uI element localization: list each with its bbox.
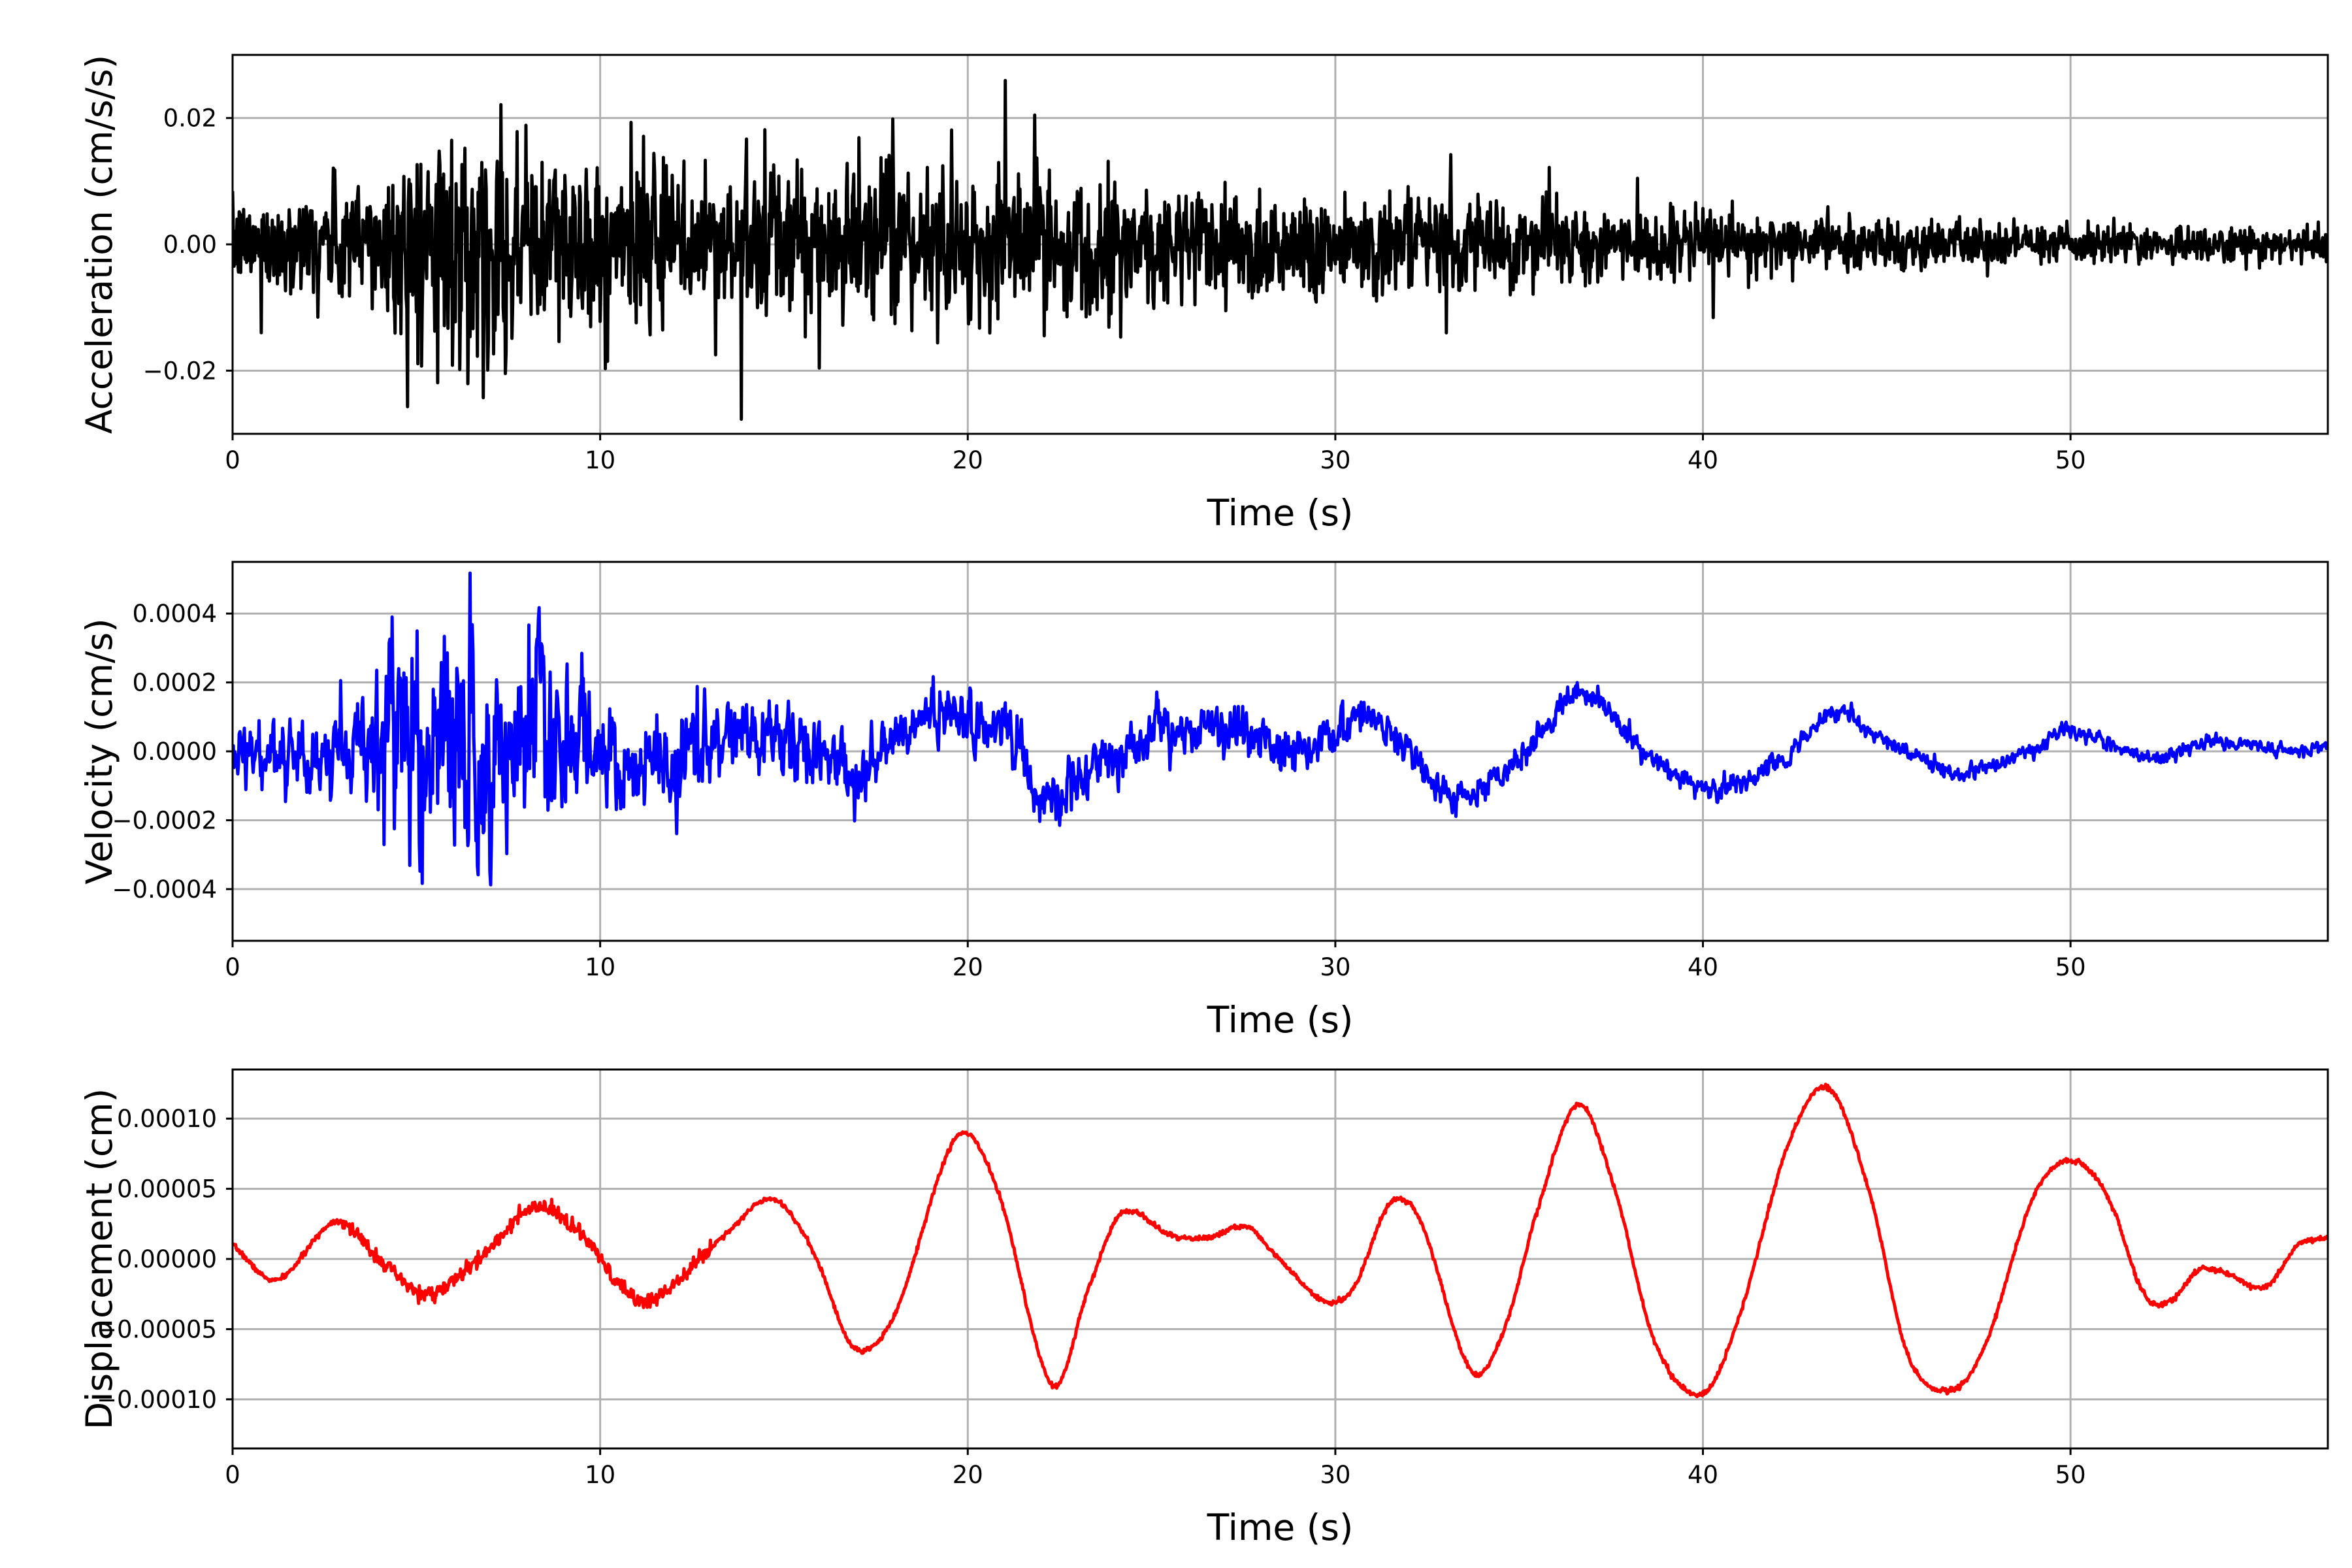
velocity-xtick-label-3: 30 (1320, 953, 1350, 981)
acceleration-xlabel: Time (s) (1207, 492, 1354, 534)
velocity-xtick-label-0: 0 (225, 953, 240, 981)
displacement-xtick-label-5: 50 (2055, 1461, 2086, 1489)
displacement-panel: 0 10 20 30 40 50 −0.00010 −0.00005 0.00000 0.0000… (78, 1068, 2329, 1548)
displacement-trace-group (233, 1083, 2328, 1399)
acceleration-xtick-label-1: 10 (585, 446, 615, 474)
velocity-trace-group (233, 571, 2328, 887)
velocity-ylabel: Velocity (cm/s) (78, 618, 120, 884)
velocity-trace (233, 571, 2328, 887)
velocity-xlabel: Time (s) (1207, 999, 1354, 1041)
acceleration-trace (233, 78, 2328, 421)
velocity-ytick-label-4: 0.0004 (133, 600, 217, 628)
displacement-ytick-label-4: 0.00010 (117, 1105, 217, 1133)
displacement-xtick-label-2: 20 (953, 1461, 983, 1489)
displacement-ticks: 0 10 20 30 40 50 −0.00010 −0.00005 0.00000 0.0000… (97, 1105, 2086, 1489)
displacement-ytick-label-0: −0.00010 (97, 1386, 217, 1414)
displacement-trace (233, 1083, 2328, 1399)
velocity-xtick-label-4: 40 (1688, 953, 1718, 981)
displacement-ytick-label-2: 0.00000 (117, 1245, 217, 1273)
displacement-ytick-label-1: −0.00005 (97, 1315, 217, 1343)
displacement-xtick-label-3: 30 (1320, 1461, 1350, 1489)
velocity-ytick-label-2: 0.0000 (133, 738, 217, 766)
acceleration-xtick-label-4: 40 (1688, 446, 1718, 474)
acceleration-xtick-label-3: 30 (1320, 446, 1350, 474)
displacement-ytick-label-3: 0.00005 (117, 1175, 217, 1203)
acceleration-ytick-label-1: 0.00 (163, 231, 217, 259)
acceleration-xtick-label-2: 20 (953, 446, 983, 474)
acceleration-xtick-label-0: 0 (225, 446, 240, 474)
acceleration-xtick-label-5: 50 (2055, 446, 2086, 474)
velocity-panel: 0 10 20 30 40 50 −0.0004 −0.0002 0.0000 0.0002 0.0… (78, 561, 2329, 1041)
displacement-xtick-label-0: 0 (225, 1461, 240, 1489)
velocity-ytick-label-0: −0.0004 (112, 875, 217, 904)
acceleration-panel: 0 10 20 30 40 50 −0.02 0.00 0.02 Time (s) Accele… (78, 54, 2329, 534)
acceleration-ytick-label-2: 0.02 (163, 105, 217, 133)
displacement-ylabel: Displacement (cm) (78, 1088, 120, 1429)
velocity-xtick-label-1: 10 (585, 953, 615, 981)
velocity-ytick-label-3: 0.0002 (133, 669, 217, 697)
acceleration-ticks: 0 10 20 30 40 50 −0.02 0.00 0.02 (143, 105, 2086, 474)
acceleration-trace-group (233, 78, 2328, 421)
acceleration-ytick-label-0: −0.02 (143, 357, 217, 385)
acceleration-ylabel: Acceleration (cm/s/s) (78, 55, 120, 434)
velocity-ytick-label-1: −0.0002 (112, 806, 217, 834)
velocity-xtick-label-2: 20 (953, 953, 983, 981)
velocity-ticks: 0 10 20 30 40 50 −0.0004 −0.0002 0.0000 0.0002 0.0… (112, 600, 2086, 981)
displacement-xtick-label-4: 40 (1688, 1461, 1718, 1489)
velocity-xtick-label-5: 50 (2055, 953, 2086, 981)
displacement-xtick-label-1: 10 (585, 1461, 615, 1489)
displacement-xlabel: Time (s) (1207, 1507, 1354, 1548)
